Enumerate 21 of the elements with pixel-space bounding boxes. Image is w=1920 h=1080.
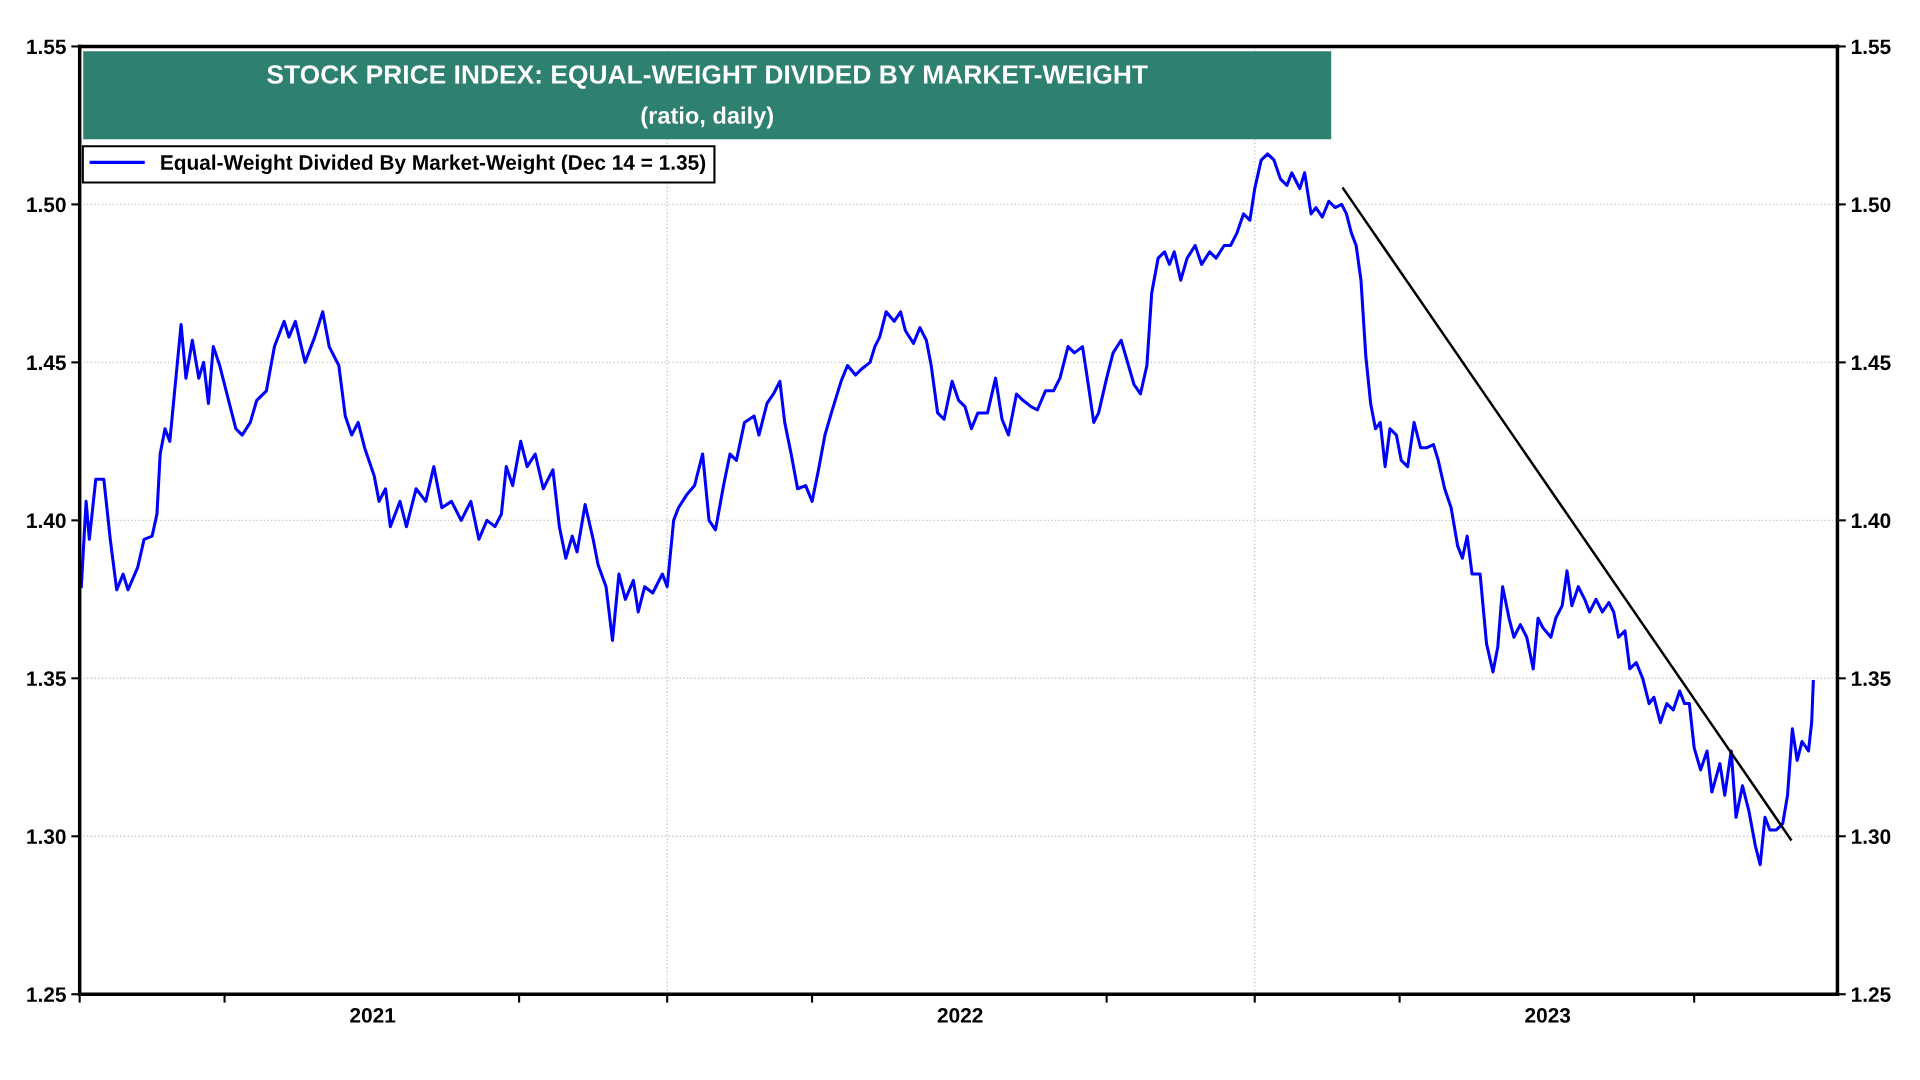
x-tick-label: 2021: [350, 1007, 396, 1023]
y2-tick-label: 1.25: [1851, 987, 1891, 1002]
x-tick-label: 2023: [1525, 1007, 1571, 1023]
y-tick-label: 1.40: [27, 513, 66, 529]
y-tick-label: 1.50: [27, 197, 66, 213]
text: (ratio, daily): [641, 106, 773, 129]
y-tick-label: 1.55: [27, 39, 66, 55]
y-tick-label: 1.35: [27, 671, 66, 687]
text: STOCK PRICE INDEX: EQUAL-WEIGHT DIVIDED BY MARKET-WEIGHT: [267, 65, 1148, 89]
y2-tick-label: 1.50: [1851, 197, 1891, 213]
line-series: [79, 152, 1815, 867]
y-tick-label: 1.30: [27, 829, 66, 845]
y2-tick-label: 1.30: [1851, 829, 1891, 845]
x-tick-label: 2022: [937, 1007, 983, 1023]
y-tick-label: 1.45: [27, 355, 66, 371]
y2-tick-label: 1.40: [1851, 513, 1891, 529]
y-tick-label: 1.25: [27, 987, 66, 1002]
y2-tick-label: 1.45: [1851, 355, 1891, 371]
legend-label: Equal-Weight Divided By Market-Weight (Dec 14 = 1.35): [161, 154, 706, 175]
y2-tick-label: 1.55: [1851, 39, 1891, 55]
y2-tick-label: 1.35: [1851, 671, 1891, 687]
